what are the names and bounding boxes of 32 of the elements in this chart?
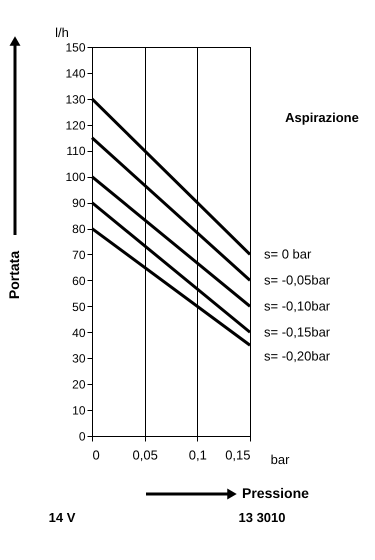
y-tick-label: 50 [72, 300, 86, 314]
x-tick-label: 0,1 [188, 448, 207, 462]
y-tick-label: 10 [72, 404, 86, 418]
y-tick-label: 140 [65, 66, 86, 80]
x-tick-label: 0 [92, 448, 100, 462]
y-tick-label: 90 [72, 196, 86, 210]
series-label: s= -0,15bar [264, 324, 331, 340]
series-label: s= -0,20bar [264, 348, 331, 364]
x-axis-title: Pressione [242, 485, 310, 501]
y-tick-label: 150 [65, 40, 86, 54]
text: 13 3010 [238, 510, 286, 525]
x-tick-label: 0,05 [132, 448, 158, 462]
y-tick-label: 130 [65, 92, 86, 106]
y-axis-title: Portata [6, 250, 22, 300]
y-tick-label: 60 [72, 274, 86, 288]
y-tick-label: 20 [72, 378, 86, 392]
text: bar [270, 452, 290, 467]
y-tick-label: 0 [78, 430, 86, 444]
series-label: s= -0,05bar [264, 272, 331, 288]
y-tick-label: 70 [72, 248, 86, 262]
text: Aspirazione [285, 110, 359, 125]
series-label: s= 0 bar [264, 246, 312, 262]
y-tick-label: 40 [72, 326, 86, 340]
y-tick-label: 100 [65, 170, 86, 184]
text: l/h [55, 25, 69, 40]
y-tick-label: 120 [65, 118, 86, 132]
y-tick-label: 30 [72, 352, 86, 366]
series-label: s= -0,10bar [264, 298, 331, 314]
text: 14 V [48, 510, 76, 525]
y-tick-label: 80 [72, 222, 86, 236]
x-tick-label: 0,15 [225, 448, 250, 462]
y-tick-label: 110 [66, 144, 86, 158]
